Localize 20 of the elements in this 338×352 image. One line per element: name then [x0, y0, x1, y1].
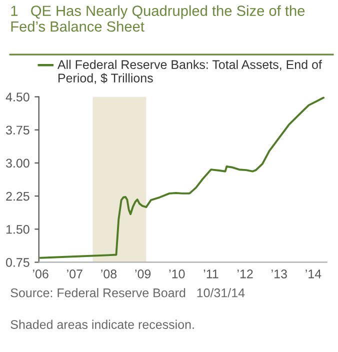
source-note: Source: Federal Reserve Board 10/31/14 — [10, 288, 245, 298]
y-tick-label: 3.00 — [6, 158, 30, 168]
x-tick-label: ’12 — [237, 270, 253, 278]
x-tick-label: ’06 — [33, 270, 48, 278]
legend-label: All Federal Reserve Banks: Total Assets, End of Period, $ Trillions — [57, 60, 322, 84]
y-tick-label: 2.25 — [6, 192, 30, 201]
x-tick-label: ’07 — [67, 270, 82, 278]
y-tick-label: 4.50 — [6, 92, 30, 102]
x-tick-label: ’11 — [204, 270, 218, 278]
y-tick-label: 3.75 — [6, 126, 30, 135]
text: Shaded areas indicate recession. — [10, 320, 194, 329]
x-tick-label: ’09 — [135, 270, 151, 278]
x-tick-label: ’08 — [101, 270, 117, 278]
line-series — [40, 96, 324, 259]
chart-title: 1 QE Has Nearly Quadrupled the Size of the Fed’s Balance Sheet — [11, 5, 305, 32]
x-tick-label: ’14 — [306, 270, 322, 278]
y-tick-label: 0.75 — [6, 258, 30, 267]
x-tick-label: ’13 — [272, 270, 287, 278]
y-tick-label: 1.50 — [6, 224, 30, 234]
x-tick-label: ’10 — [169, 270, 185, 278]
